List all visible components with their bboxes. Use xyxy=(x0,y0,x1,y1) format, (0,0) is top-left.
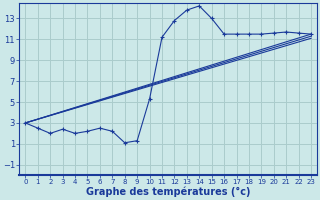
X-axis label: Graphe des températures (°c): Graphe des températures (°c) xyxy=(86,187,251,197)
